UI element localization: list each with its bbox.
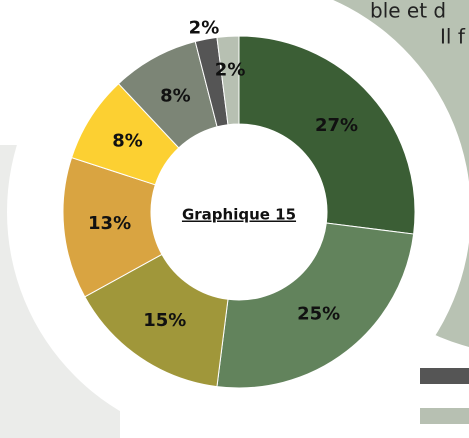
data-label: 13% xyxy=(88,213,131,234)
legend-swatch xyxy=(420,408,469,424)
background-text: Il f xyxy=(440,25,466,49)
data-label: 8% xyxy=(160,85,191,106)
background-text: ble et d xyxy=(370,0,446,23)
legend-swatch xyxy=(420,368,469,384)
data-label: 25% xyxy=(297,304,340,325)
data-label: 2% xyxy=(189,17,220,38)
data-label: 8% xyxy=(112,130,143,151)
data-label: 27% xyxy=(315,115,358,136)
donut-hole xyxy=(151,124,327,300)
chart-title: Graphique 15 xyxy=(182,206,296,224)
data-label: 2% xyxy=(215,59,246,80)
data-label: 15% xyxy=(143,310,186,331)
